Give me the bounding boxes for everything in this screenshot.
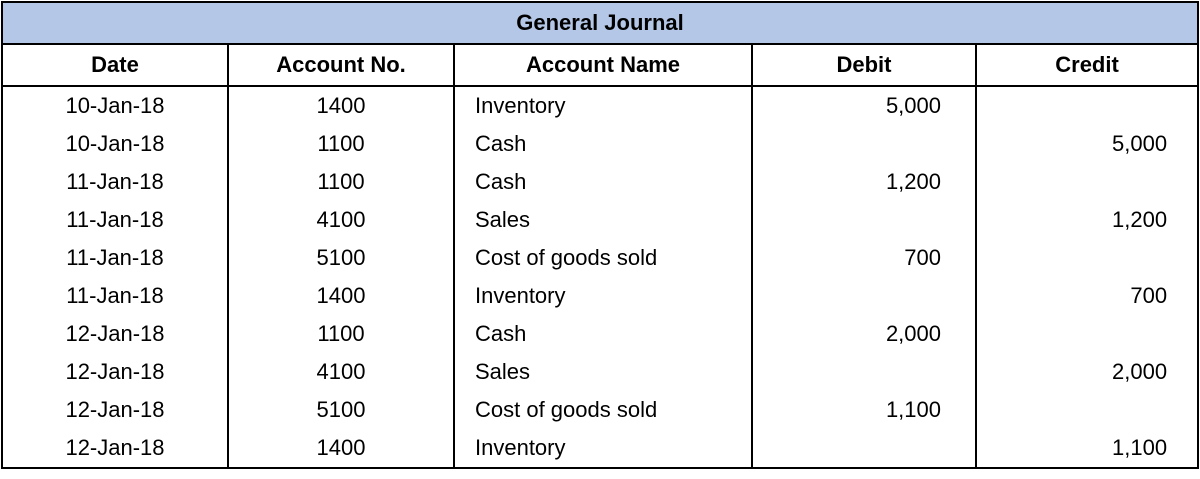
column-header-row: Date Account No. Account Name Debit Cred… xyxy=(1,44,1200,87)
cell-account-no: 1400 xyxy=(227,277,455,315)
cell-date: 11-Jan-18 xyxy=(1,201,229,239)
journal-row: 10-Jan-18 1400 Inventory 5,000 xyxy=(1,86,1200,125)
cell-date: 12-Jan-18 xyxy=(1,429,229,469)
journal-row: 12-Jan-18 5100 Cost of goods sold 1,100 xyxy=(1,391,1200,429)
cell-account-name: Sales xyxy=(453,201,753,239)
cell-credit: 5,000 xyxy=(974,125,1200,163)
journal-row: 12-Jan-18 4100 Sales 2,000 xyxy=(1,353,1200,391)
cell-date: 12-Jan-18 xyxy=(1,315,229,353)
cell-date: 10-Jan-18 xyxy=(1,125,229,163)
general-journal-table: General Journal Date Account No. Account… xyxy=(0,1,1200,469)
cell-credit: 2,000 xyxy=(974,353,1200,391)
cell-date: 11-Jan-18 xyxy=(1,277,229,315)
cell-account-name: Cost of goods sold xyxy=(453,239,753,277)
cell-account-no: 1100 xyxy=(227,163,455,201)
cell-account-name: Cash xyxy=(453,315,753,353)
cell-debit xyxy=(751,125,977,163)
header-credit: Credit xyxy=(974,44,1200,87)
cell-account-no: 4100 xyxy=(227,201,455,239)
cell-account-name: Cash xyxy=(453,125,753,163)
cell-debit: 700 xyxy=(751,239,977,277)
cell-account-no: 1100 xyxy=(227,315,455,353)
cell-account-no: 1100 xyxy=(227,125,455,163)
cell-date: 11-Jan-18 xyxy=(1,163,229,201)
cell-account-name: Sales xyxy=(453,353,753,391)
cell-account-no: 1400 xyxy=(227,86,455,125)
cell-debit xyxy=(751,353,977,391)
cell-date: 12-Jan-18 xyxy=(1,391,229,429)
cell-credit xyxy=(974,86,1200,125)
cell-debit xyxy=(751,201,977,239)
cell-credit: 1,200 xyxy=(974,201,1200,239)
header-account-no: Account No. xyxy=(227,44,455,87)
journal-title-row: General Journal xyxy=(0,1,1200,45)
journal-row: 11-Jan-18 1400 Inventory 700 xyxy=(1,277,1200,315)
cell-debit: 2,000 xyxy=(751,315,977,353)
header-date: Date xyxy=(1,44,229,87)
journal-title: General Journal xyxy=(0,1,1200,45)
header-account-name: Account Name xyxy=(453,44,753,87)
cell-date: 11-Jan-18 xyxy=(1,239,229,277)
journal-row: 11-Jan-18 1100 Cash 1,200 xyxy=(1,163,1200,201)
journal-row: 12-Jan-18 1400 Inventory 1,100 xyxy=(1,429,1200,469)
cell-account-no: 5100 xyxy=(227,239,455,277)
cell-account-name: Cash xyxy=(453,163,753,201)
cell-credit xyxy=(974,315,1200,353)
cell-credit xyxy=(974,163,1200,201)
header-debit: Debit xyxy=(751,44,977,87)
journal-row: 12-Jan-18 1100 Cash 2,000 xyxy=(1,315,1200,353)
cell-credit: 700 xyxy=(974,277,1200,315)
cell-credit xyxy=(974,391,1200,429)
journal-row: 10-Jan-18 1100 Cash 5,000 xyxy=(1,125,1200,163)
journal-row: 11-Jan-18 4100 Sales 1,200 xyxy=(1,201,1200,239)
cell-date: 12-Jan-18 xyxy=(1,353,229,391)
cell-date: 10-Jan-18 xyxy=(1,86,229,125)
cell-credit xyxy=(974,239,1200,277)
cell-debit xyxy=(751,429,977,469)
journal-body: 10-Jan-18 1400 Inventory 5,000 10-Jan-18 1100… xyxy=(1,86,1200,469)
cell-account-no: 1400 xyxy=(227,429,455,469)
cell-account-no: 5100 xyxy=(227,391,455,429)
cell-account-name: Cost of goods sold xyxy=(453,391,753,429)
cell-account-no: 4100 xyxy=(227,353,455,391)
cell-debit: 5,000 xyxy=(751,86,977,125)
cell-account-name: Inventory xyxy=(453,277,753,315)
cell-credit: 1,100 xyxy=(974,429,1200,469)
cell-account-name: Inventory xyxy=(453,86,753,125)
cell-debit xyxy=(751,277,977,315)
cell-debit: 1,100 xyxy=(751,391,977,429)
cell-debit: 1,200 xyxy=(751,163,977,201)
journal-row: 11-Jan-18 5100 Cost of goods sold 700 xyxy=(1,239,1200,277)
cell-account-name: Inventory xyxy=(453,429,753,469)
